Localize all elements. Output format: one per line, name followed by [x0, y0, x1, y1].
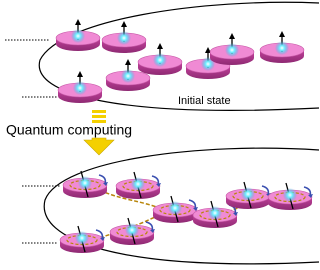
- qubit-disk: [60, 226, 105, 253]
- qubit-disk: [226, 182, 271, 209]
- state-label: Initial state: [178, 95, 231, 107]
- qubit-disk: [153, 196, 198, 223]
- qubit-disk: [56, 19, 100, 51]
- process-arrow: [84, 138, 114, 155]
- arrow-stripe: [92, 110, 106, 113]
- qubit-disk: [110, 218, 155, 245]
- qubit-disk: [260, 31, 304, 63]
- qubit-disk: [116, 172, 161, 199]
- process-label: Quantum computing: [6, 122, 132, 138]
- qubit-disk: [268, 183, 313, 210]
- qubit-disk: [58, 71, 102, 103]
- arrow-stripe: [92, 115, 106, 118]
- qubit-disk: [63, 171, 108, 198]
- qubit-disk: [102, 21, 146, 53]
- diagram: Initial state Quantum computing: [0, 0, 319, 270]
- page: Initial state Quantum computing (() => {…: [0, 0, 319, 270]
- qubit-disk: [210, 33, 254, 65]
